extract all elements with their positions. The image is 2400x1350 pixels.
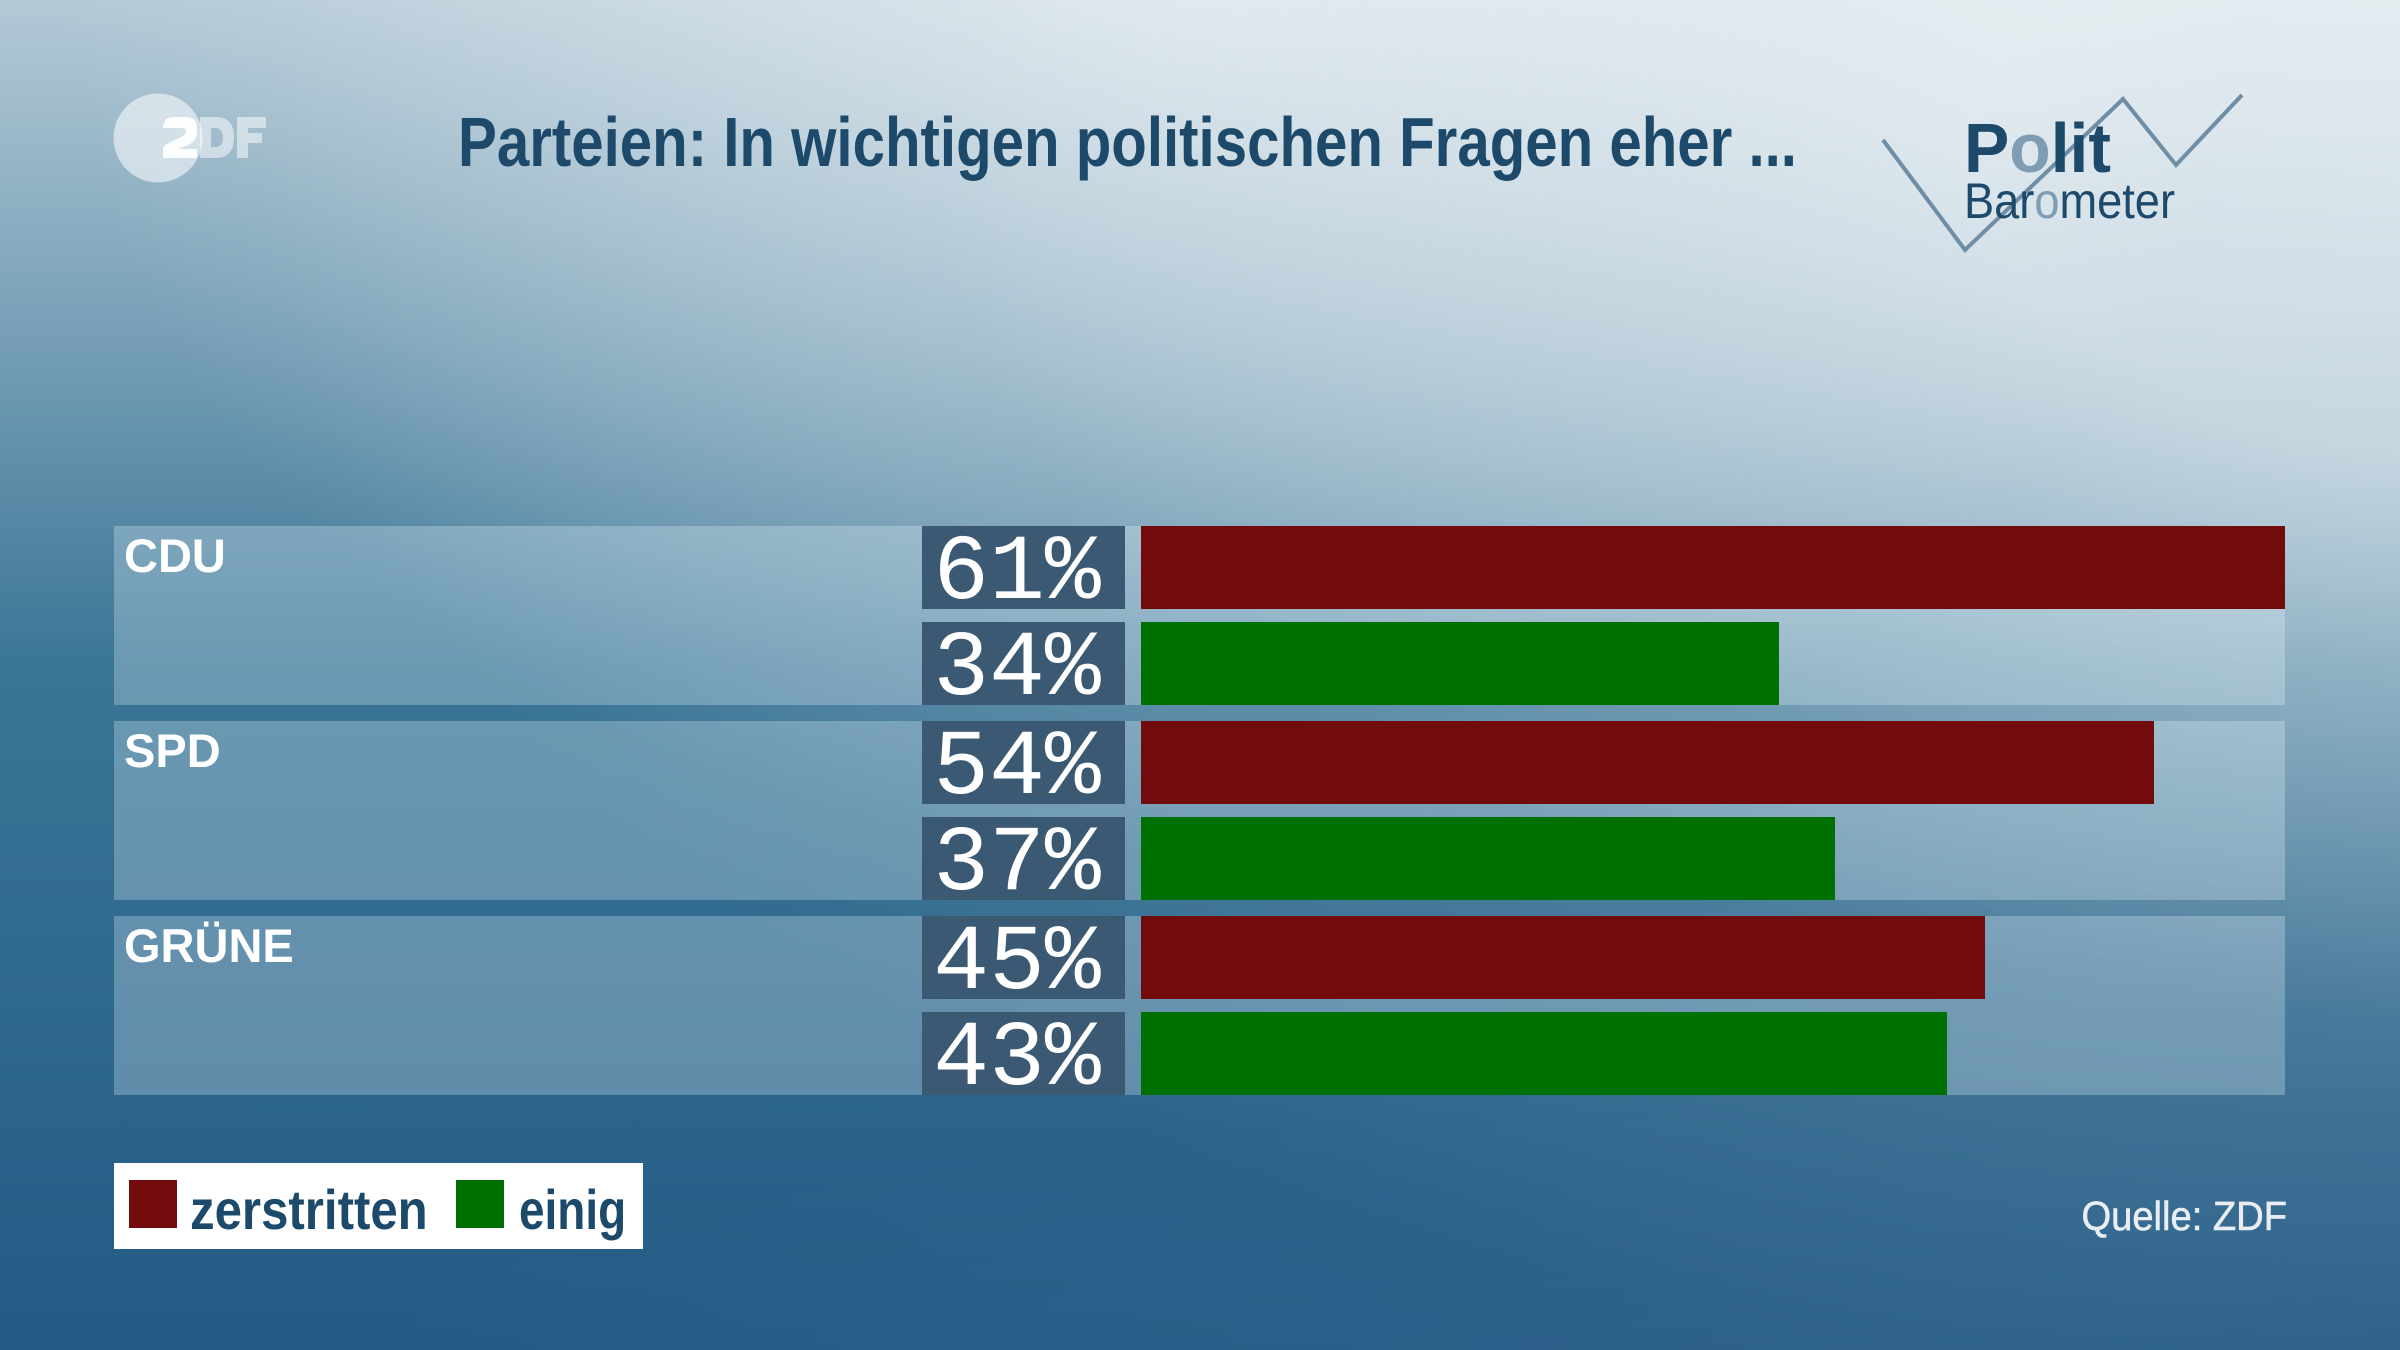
svg-text:Barometer: Barometer bbox=[1964, 173, 2175, 229]
svg-text:Polit: Polit bbox=[1964, 109, 2111, 187]
